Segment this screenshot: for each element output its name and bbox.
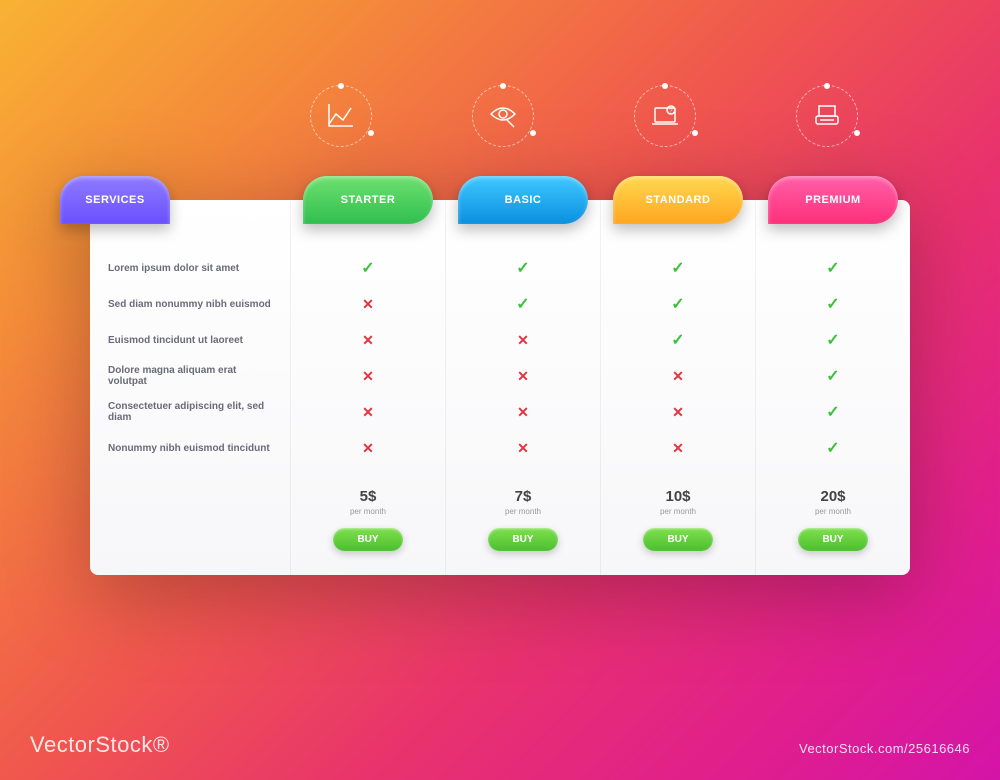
feature-label: Consectetuer adipiscing elit, sed diam (108, 394, 272, 430)
buy-button[interactable]: Buy (643, 528, 712, 551)
cross-mark: ✕ (619, 394, 737, 430)
services-label: Services (85, 194, 144, 206)
price-block-standard: 10$ per month Buy (601, 476, 755, 575)
check-mark: ✓ (464, 286, 582, 322)
check-mark: ✓ (309, 250, 427, 286)
check-mark: ✓ (774, 250, 892, 286)
price-period: per month (446, 507, 600, 516)
buy-button[interactable]: Buy (798, 528, 867, 551)
check-mark: ✓ (619, 322, 737, 358)
watermark-left: VectorStock® (30, 732, 170, 758)
plan-feature-marks: ✓✓✕✕✕✕ (446, 200, 600, 476)
plan-icons-row: ? (310, 85, 858, 147)
cross-mark: ✕ (309, 322, 427, 358)
check-mark: ✓ (774, 286, 892, 322)
cross-mark: ✕ (464, 430, 582, 466)
price-value: 20$ (756, 488, 910, 505)
feature-label: Euismod tincidunt ut laoreet (108, 322, 272, 358)
plan-feature-marks: ✓✓✓✓✓✓ (756, 200, 910, 476)
price-block-premium: 20$ per month Buy (756, 476, 910, 575)
services-column: Services Lorem ipsum dolor sit ametSed d… (90, 200, 290, 575)
cross-mark: ✕ (309, 358, 427, 394)
price-value: 7$ (446, 488, 600, 505)
feature-label: Sed diam nonummy nibh euismod (108, 286, 272, 322)
feature-label: Lorem ipsum dolor sit amet (108, 250, 272, 286)
cross-mark: ✕ (309, 286, 427, 322)
price-value: 5$ (291, 488, 445, 505)
plan-column-basic: Basic✓✓✕✕✕✕7$per monthBuy (445, 200, 600, 575)
check-mark: ✓ (619, 286, 737, 322)
plan-tab-basic: Basic (458, 176, 588, 224)
price-block-starter: 5$ per month Buy (291, 476, 445, 575)
plan-tab-starter: Starter (303, 176, 433, 224)
watermark-right: VectorStock.com/25616646 (799, 741, 970, 756)
search-eye-icon (472, 85, 534, 147)
features-list: Lorem ipsum dolor sit ametSed diam nonum… (90, 200, 290, 476)
feature-label: Dolore magna aliquam erat volutpat (108, 358, 272, 394)
services-tab: Services (60, 176, 170, 224)
cross-mark: ✕ (464, 394, 582, 430)
typewriter-icon (796, 85, 858, 147)
plan-tab-standard: Standard (613, 176, 743, 224)
plan-feature-marks: ✓✓✓✕✕✕ (601, 200, 755, 476)
check-mark: ✓ (774, 394, 892, 430)
price-value: 10$ (601, 488, 755, 505)
check-mark: ✓ (774, 358, 892, 394)
price-period: per month (601, 507, 755, 516)
plan-feature-marks: ✓✕✕✕✕✕ (291, 200, 445, 476)
cross-mark: ✕ (464, 322, 582, 358)
cross-mark: ✕ (309, 430, 427, 466)
plan-column-standard: Standard✓✓✓✕✕✕10$per monthBuy (600, 200, 755, 575)
check-mark: ✓ (619, 250, 737, 286)
cross-mark: ✕ (619, 430, 737, 466)
pricing-table: Services Lorem ipsum dolor sit ametSed d… (90, 200, 910, 575)
buy-button[interactable]: Buy (333, 528, 402, 551)
feature-label: Nonummy nibh euismod tincidunt (108, 430, 272, 466)
check-mark: ✓ (464, 250, 582, 286)
check-mark: ✓ (774, 430, 892, 466)
plan-column-premium: Premium✓✓✓✓✓✓20$per monthBuy (755, 200, 910, 575)
price-block-basic: 7$ per month Buy (446, 476, 600, 575)
cross-mark: ✕ (619, 358, 737, 394)
cross-mark: ✕ (309, 394, 427, 430)
cross-mark: ✕ (464, 358, 582, 394)
buy-button[interactable]: Buy (488, 528, 557, 551)
plan-column-starter: Starter✓✕✕✕✕✕5$per monthBuy (290, 200, 445, 575)
laptop-help-icon: ? (634, 85, 696, 147)
chart-line-icon (310, 85, 372, 147)
price-period: per month (291, 507, 445, 516)
check-mark: ✓ (774, 322, 892, 358)
plan-tab-premium: Premium (768, 176, 898, 224)
price-period: per month (756, 507, 910, 516)
